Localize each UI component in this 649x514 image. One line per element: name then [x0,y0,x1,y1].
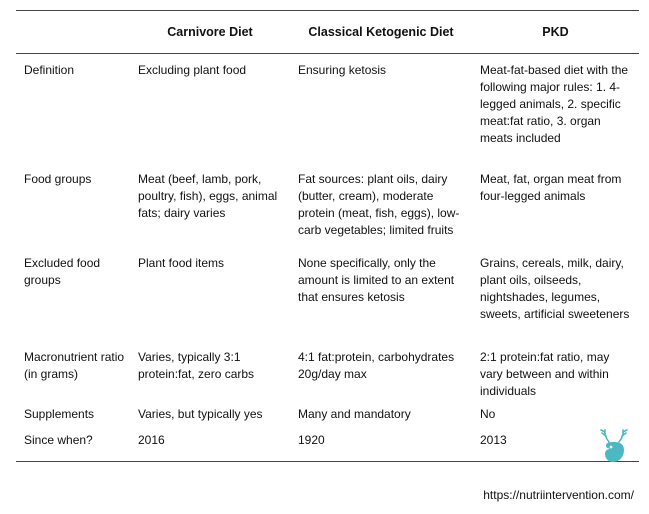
cell-keto: Many and mandatory [298,407,411,421]
deer-head-logo-icon [600,429,628,462]
table-row-supplements: Supplements Varies, but typically yes Ma… [16,400,639,424]
cell-pkd: Meat, fat, organ meat from four-legged a… [480,172,622,203]
table-row-since-when: Since when? 2016 1920 2013 [16,424,639,462]
row-label: Definition [24,63,75,77]
diet-comparison-table: Carnivore Diet Classical Ketogenic Diet … [16,10,639,462]
cell-pkd: Meat-fat-based diet with the following m… [480,63,629,145]
source-url: https://nutriintervention.com/ [483,488,634,502]
header-carnivore-diet: Carnivore Diet [167,25,253,39]
cell-keto: Ensuring ketosis [298,63,387,77]
table-row-excluded-food-groups: Excluded food groups Plant food items No… [16,245,639,341]
header-pkd: PKD [542,25,569,39]
diet-comparison-table-wrapper: Carnivore Diet Classical Ketogenic Diet … [16,10,639,462]
header-empty-cell [16,11,130,54]
table-header-row: Carnivore Diet Classical Ketogenic Diet … [16,10,639,54]
row-label: Excluded food groups [24,256,101,287]
table-row-food-groups: Food groups Meat (beef, lamb, pork, poul… [16,161,639,245]
cell-keto: 1920 [298,433,325,447]
cell-carnivore: Varies, typically 3:1 protein:fat, zero … [138,350,255,381]
row-label: Since when? [24,433,93,447]
row-label: Macronutrient ratio (in grams) [24,350,125,381]
cell-keto: Fat sources: plant oils, dairy (butter, … [298,172,460,237]
table-row-macronutrient-ratio: Macronutrient ratio (in grams) Varies, t… [16,341,639,400]
cell-pkd: 2013 [480,433,507,447]
header-classical-ketogenic-diet: Classical Ketogenic Diet [308,25,454,39]
cell-carnivore: Meat (beef, lamb, pork, poultry, fish), … [138,172,278,220]
row-label: Supplements [24,407,95,421]
cell-carnivore: Varies, but typically yes [138,407,263,421]
cell-carnivore: Excluding plant food [138,63,247,77]
table-row-definition: Definition Excluding plant food Ensuring… [16,54,639,162]
cell-keto: 4:1 fat:protein, carbohydrates 20g/day m… [298,350,455,381]
cell-pkd: No [480,407,496,421]
cell-carnivore: Plant food items [138,256,225,270]
cell-keto: None specifically, only the amount is li… [298,256,455,304]
cell-pkd: Grains, cereals, milk, dairy, plant oils… [480,256,630,321]
row-label: Food groups [24,172,92,186]
cell-pkd: 2:1 protein:fat ratio, may vary between … [480,350,610,398]
cell-carnivore: 2016 [138,433,165,447]
